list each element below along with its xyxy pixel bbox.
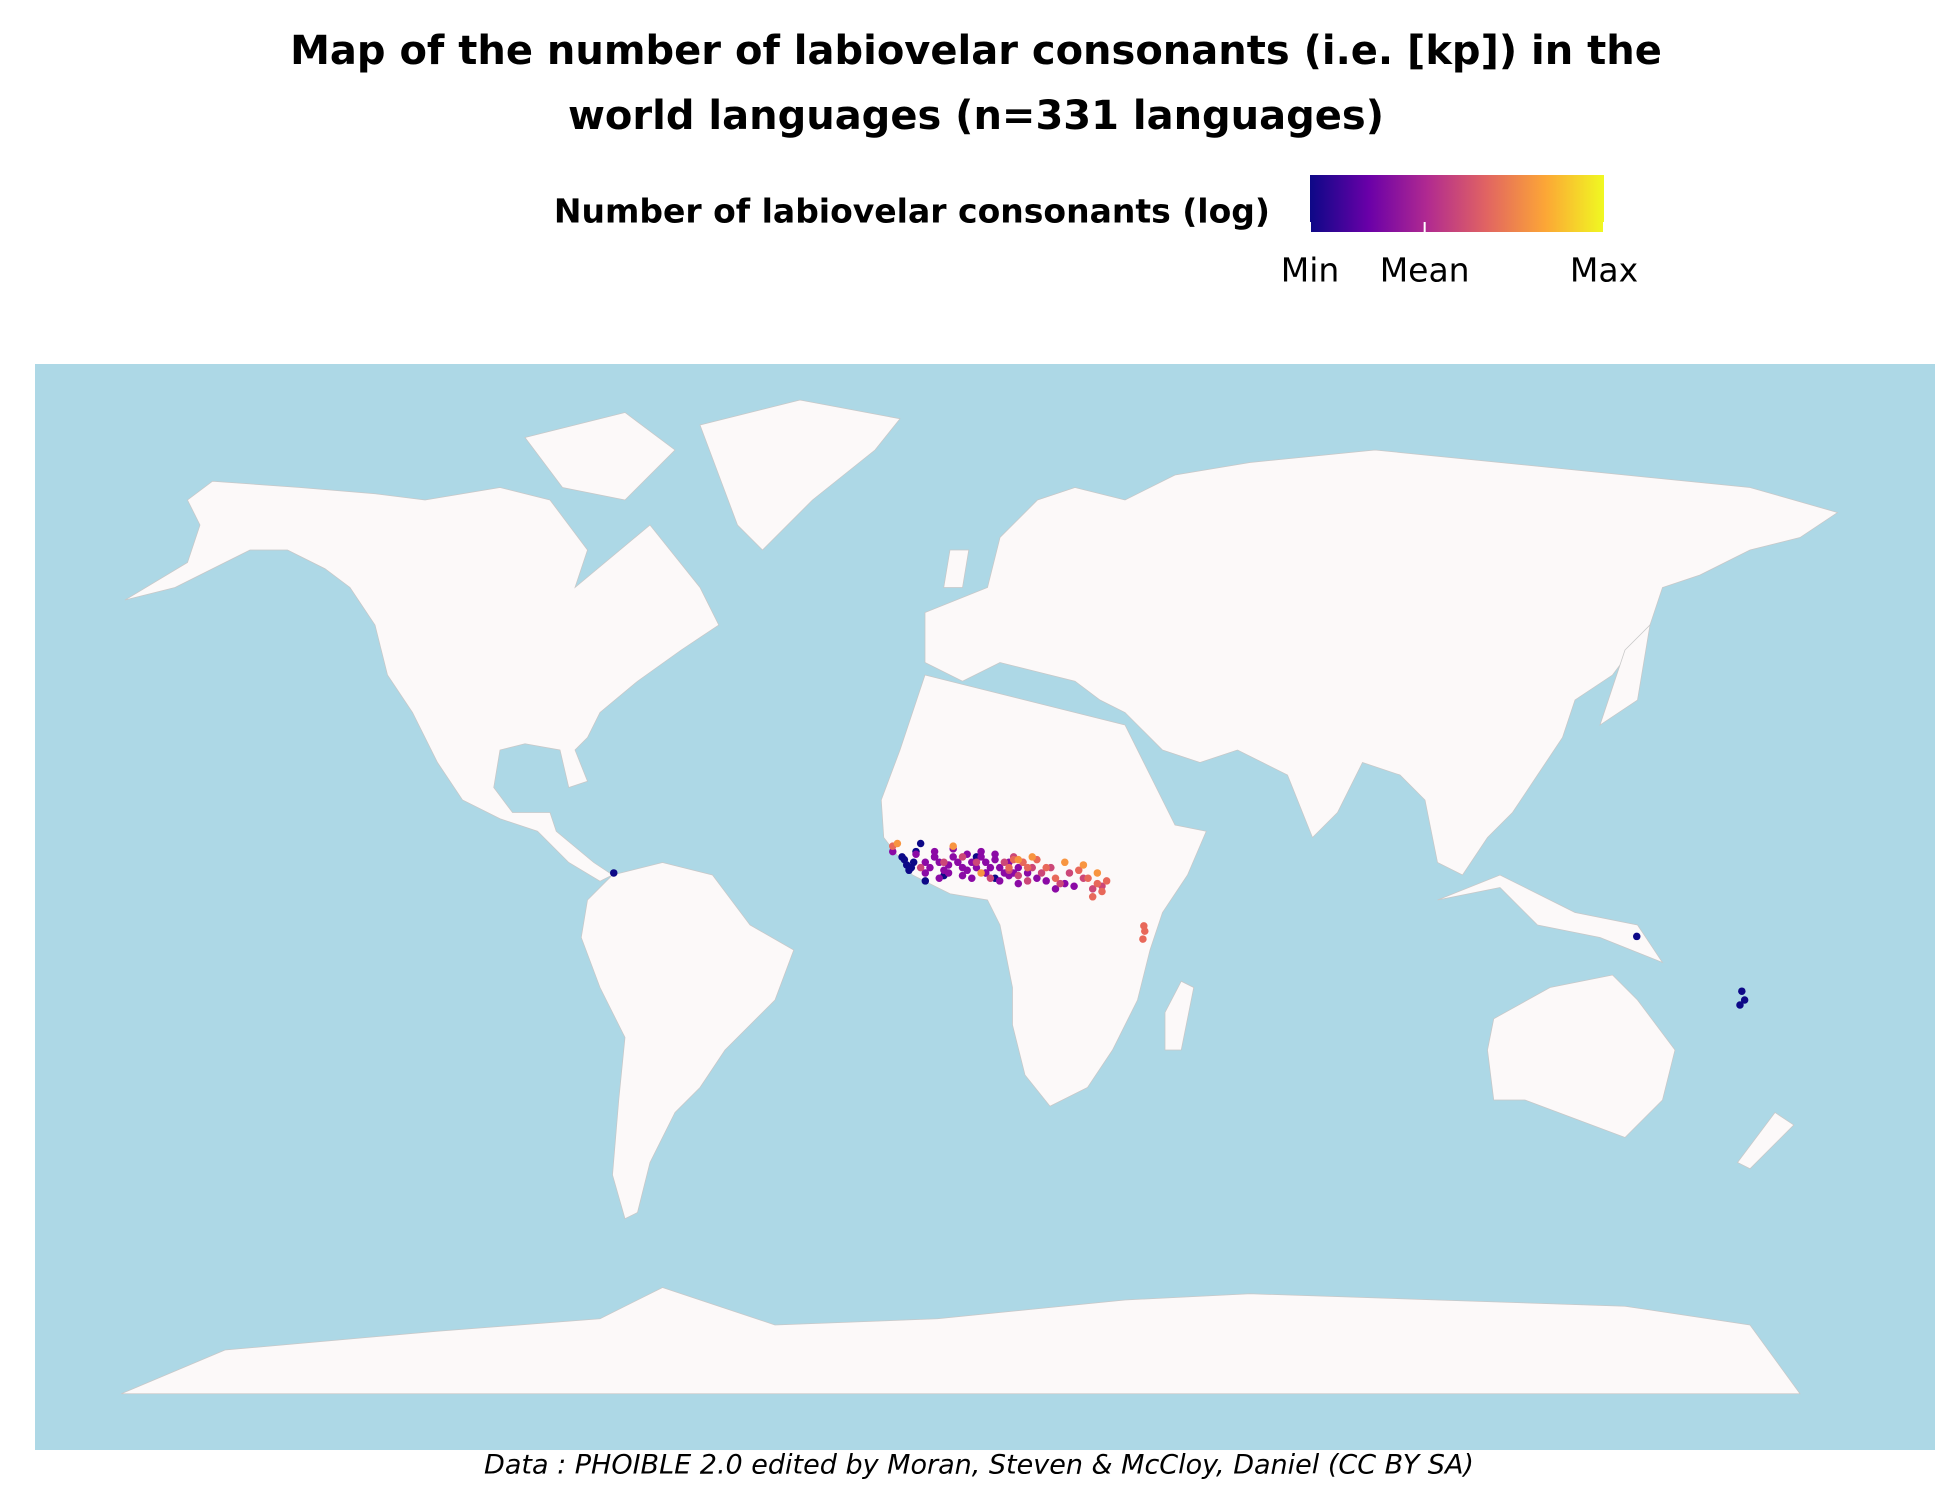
language-point [1014,863,1023,872]
madagascar [1164,980,1195,1051]
language-point [930,847,939,856]
antarctica [121,1287,1801,1395]
language-point [1633,932,1641,941]
language-point [1098,887,1106,896]
language-point [916,863,925,872]
colorbar-label: Max [1570,251,1638,290]
southeast-asia-islands [1437,874,1664,964]
colorbar-label: Min [1281,251,1340,290]
language-point [940,858,948,867]
language-point [921,869,930,877]
language-point [1065,869,1074,877]
language-point [944,869,953,877]
language-point [977,847,985,856]
colorbar-title: Number of labiovelar consonants (log) [554,192,1270,231]
language-point [610,869,618,877]
language-point [986,863,995,872]
language-point [958,871,967,880]
language-point [1014,871,1023,880]
language-point [1028,853,1036,861]
language-point [1093,879,1102,888]
language-point [935,874,943,883]
language-point [1738,987,1746,995]
language-point [949,842,957,850]
greenland [699,399,901,551]
eurasia [924,449,1839,876]
language-point [1093,869,1102,877]
language-point [1000,858,1009,867]
north-america [124,480,720,882]
language-point [1061,858,1069,867]
language-point [995,863,1004,872]
colorbar [1310,175,1604,232]
language-point [1051,874,1060,883]
africa [880,674,1207,1107]
language-point [1139,935,1147,943]
language-point [1051,885,1060,893]
language-point [1023,863,1032,872]
language-point [972,858,981,867]
title-line: Map of the number of labiovelar consonan… [290,28,1662,74]
title-line: world languages (n=331 languages) [568,93,1384,139]
language-point [1079,861,1088,869]
language-point [1037,869,1046,877]
language-point [1088,885,1097,893]
map [121,399,1839,1395]
language-point [1023,877,1032,885]
language-point [1075,866,1083,875]
language-point [1740,996,1749,1004]
language-point [1014,879,1023,888]
language-point [1736,1001,1744,1009]
language-point [889,847,897,856]
language-point [958,853,967,861]
arctic-islands [524,412,676,501]
britain [943,549,970,588]
language-point [893,839,902,848]
japan [1599,623,1651,726]
language-point [921,858,930,867]
language-point [972,863,981,872]
language-point [1070,882,1078,890]
language-point [1033,874,1041,883]
colorbar-label: Mean [1380,251,1470,290]
language-point [1005,863,1013,872]
language-point [991,855,999,864]
language-point [926,863,934,872]
language-point [905,866,913,875]
new-zealand [1736,1111,1795,1170]
australia [1487,974,1676,1138]
language-point [954,858,962,867]
language-point [1141,927,1149,935]
language-point [916,839,925,848]
language-point [1023,869,1032,877]
language-point [1084,874,1092,883]
language-point [909,858,918,867]
language-point [995,877,1004,885]
language-point [1014,855,1023,864]
language-point [991,850,999,859]
language-point [1056,879,1064,888]
language-point [1102,877,1111,885]
language-point [1042,863,1050,872]
language-point [1042,877,1050,885]
south-america [580,862,795,1220]
language-point [968,874,976,883]
language-point [912,850,920,859]
language-point [977,853,985,861]
language-point [963,866,971,875]
language-point [977,869,985,877]
language-point [1088,893,1097,901]
language-point [921,877,930,885]
language-point [986,874,995,883]
caption: Data : PHOIBLE 2.0 edited by Moran, Stev… [484,1450,1474,1481]
language-point [930,853,939,861]
language-point [949,853,957,861]
language-point [982,858,990,867]
